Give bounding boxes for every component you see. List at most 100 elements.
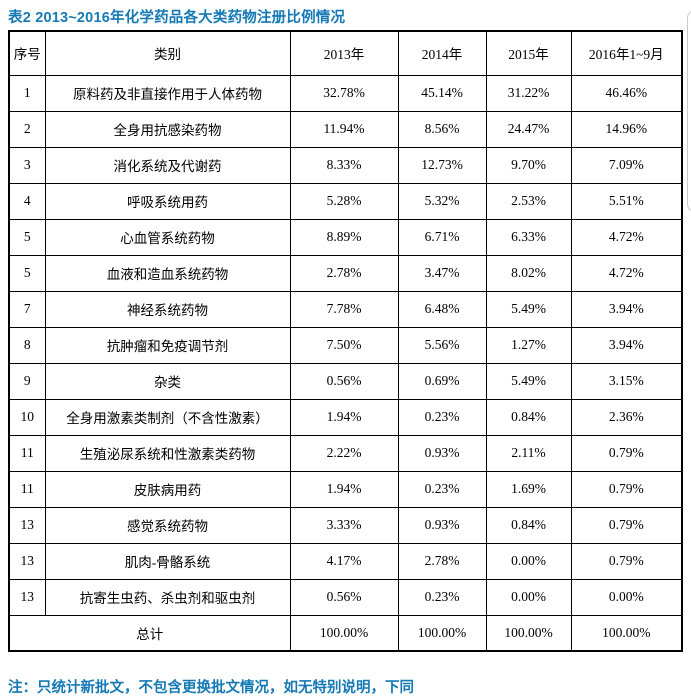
category-cell: 抗寄生虫药、杀虫剂和驱虫剂 <box>44 578 291 616</box>
table-header: 序号 类别 2013年 2014年 2015年 2016年1~9月 <box>8 30 683 76</box>
value-cell: 7.09% <box>570 146 683 184</box>
table-row: 13 感觉系统药物 3.33% 0.93% 0.84% 0.79% <box>8 506 683 544</box>
row-number-cell: 10 <box>8 398 46 436</box>
value-cell: 32.78% <box>289 74 399 112</box>
value-cell: 3.94% <box>570 326 683 364</box>
column-header-2014: 2014年 <box>397 30 487 76</box>
category-cell: 全身用抗感染药物 <box>44 110 291 148</box>
table-row: 2 全身用抗感染药物 11.94% 8.56% 24.47% 14.96% <box>8 110 683 148</box>
row-number-cell: 11 <box>8 434 46 472</box>
row-number-cell: 8 <box>8 326 46 364</box>
row-number-cell: 13 <box>8 506 46 544</box>
category-cell: 呼吸系统用药 <box>44 182 291 220</box>
value-cell: 45.14% <box>397 74 487 112</box>
category-cell: 神经系统药物 <box>44 290 291 328</box>
total-label-cell: 总计 <box>8 614 291 652</box>
value-cell: 11.94% <box>289 110 399 148</box>
value-cell: 1.94% <box>289 398 399 436</box>
category-cell: 感觉系统药物 <box>44 506 291 544</box>
category-cell: 杂类 <box>44 362 291 400</box>
value-cell: 1.27% <box>485 326 572 364</box>
row-number-cell: 3 <box>8 146 46 184</box>
column-header-category: 类别 <box>44 30 291 76</box>
drug-registration-table: 序号 类别 2013年 2014年 2015年 2016年1~9月 1 原料药及非… <box>8 30 683 652</box>
value-cell: 3.15% <box>570 362 683 400</box>
table-row: 10 全身用激素类制剂（不含性激素） 1.94% 0.23% 0.84% 2.36% <box>8 398 683 436</box>
table-row: 7 神经系统药物 7.78% 6.48% 5.49% 3.94% <box>8 290 683 328</box>
total-row: 总计 100.00% 100.00% 100.00% 100.00% <box>8 614 683 652</box>
table-row: 3 消化系统及代谢药 8.33% 12.73% 9.70% 7.09% <box>8 146 683 184</box>
value-cell: 3.33% <box>289 506 399 544</box>
value-cell: 0.79% <box>570 506 683 544</box>
category-cell: 血液和造血系统药物 <box>44 254 291 292</box>
value-cell: 0.79% <box>570 470 683 508</box>
value-cell: 5.32% <box>397 182 487 220</box>
category-cell: 生殖泌尿系统和性激素类药物 <box>44 434 291 472</box>
table-row: 1 原料药及非直接作用于人体药物 32.78% 45.14% 31.22% 46.46% <box>8 74 683 112</box>
value-cell: 12.73% <box>397 146 487 184</box>
value-cell: 0.79% <box>570 434 683 472</box>
value-cell: 2.78% <box>397 542 487 580</box>
value-cell: 4.17% <box>289 542 399 580</box>
value-cell: 0.23% <box>397 470 487 508</box>
column-header-2015: 2015年 <box>485 30 572 76</box>
value-cell: 0.84% <box>485 398 572 436</box>
value-cell: 4.72% <box>570 254 683 292</box>
value-cell: 0.79% <box>570 542 683 580</box>
row-number-cell: 5 <box>8 218 46 256</box>
value-cell: 6.33% <box>485 218 572 256</box>
value-cell: 0.23% <box>397 398 487 436</box>
value-cell: 8.33% <box>289 146 399 184</box>
total-value-cell: 100.00% <box>570 614 683 652</box>
value-cell: 14.96% <box>570 110 683 148</box>
table-row: 13 抗寄生虫药、杀虫剂和驱虫剂 0.56% 0.23% 0.00% 0.00% <box>8 578 683 616</box>
table-row: 5 心血管系统药物 8.89% 6.71% 6.33% 4.72% <box>8 218 683 256</box>
table-row: 5 血液和造血系统药物 2.78% 3.47% 8.02% 4.72% <box>8 254 683 292</box>
row-number-cell: 9 <box>8 362 46 400</box>
value-cell: 0.69% <box>397 362 487 400</box>
value-cell: 5.49% <box>485 362 572 400</box>
total-value-cell: 100.00% <box>289 614 399 652</box>
row-number-cell: 11 <box>8 470 46 508</box>
row-number-cell: 5 <box>8 254 46 292</box>
total-value-cell: 100.00% <box>397 614 487 652</box>
value-cell: 0.93% <box>397 434 487 472</box>
value-cell: 0.00% <box>485 578 572 616</box>
total-value-cell: 100.00% <box>485 614 572 652</box>
table-row: 8 抗肿瘤和免疫调节剂 7.50% 5.56% 1.27% 3.94% <box>8 326 683 364</box>
table-row: 4 呼吸系统用药 5.28% 5.32% 2.53% 5.51% <box>8 182 683 220</box>
value-cell: 9.70% <box>485 146 572 184</box>
value-cell: 24.47% <box>485 110 572 148</box>
footnote: 注：只统计新批文，不包含更换批文情况，如无特别说明，下同 <box>8 680 414 696</box>
header-row: 序号 类别 2013年 2014年 2015年 2016年1~9月 <box>8 30 683 76</box>
value-cell: 46.46% <box>570 74 683 112</box>
column-header-no: 序号 <box>8 30 46 76</box>
value-cell: 6.71% <box>397 218 487 256</box>
value-cell: 0.93% <box>397 506 487 544</box>
value-cell: 7.50% <box>289 326 399 364</box>
value-cell: 5.51% <box>570 182 683 220</box>
value-cell: 8.89% <box>289 218 399 256</box>
value-cell: 0.00% <box>485 542 572 580</box>
category-cell: 全身用激素类制剂（不含性激素） <box>44 398 291 436</box>
page-title: 表2 2013~2016年化学药品各大类药物注册比例情况 <box>8 10 346 26</box>
value-cell: 4.72% <box>570 218 683 256</box>
value-cell: 2.53% <box>485 182 572 220</box>
table-row: 11 生殖泌尿系统和性激素类药物 2.22% 0.93% 2.11% 0.79% <box>8 434 683 472</box>
value-cell: 2.22% <box>289 434 399 472</box>
value-cell: 0.56% <box>289 362 399 400</box>
value-cell: 2.36% <box>570 398 683 436</box>
value-cell: 5.56% <box>397 326 487 364</box>
value-cell: 7.78% <box>289 290 399 328</box>
row-number-cell: 13 <box>8 578 46 616</box>
value-cell: 8.56% <box>397 110 487 148</box>
adjacent-panel-border <box>687 10 691 212</box>
value-cell: 0.23% <box>397 578 487 616</box>
row-number-cell: 2 <box>8 110 46 148</box>
column-header-2013: 2013年 <box>289 30 399 76</box>
row-number-cell: 7 <box>8 290 46 328</box>
table-row: 9 杂类 0.56% 0.69% 5.49% 3.15% <box>8 362 683 400</box>
category-cell: 抗肿瘤和免疫调节剂 <box>44 326 291 364</box>
row-number-cell: 1 <box>8 74 46 112</box>
row-number-cell: 13 <box>8 542 46 580</box>
